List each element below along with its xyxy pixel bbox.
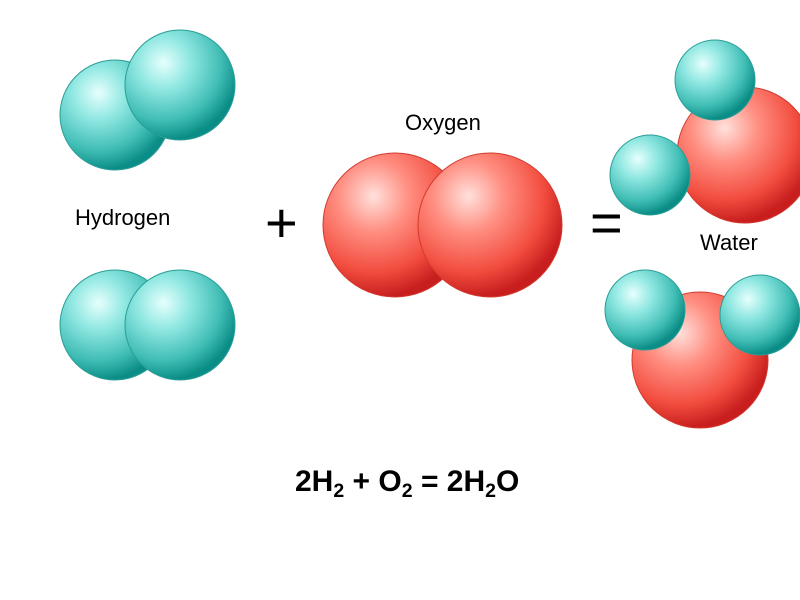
chemical-equation: 2H2 + O2 = 2H2O <box>295 465 519 503</box>
water-molecule-bottom <box>605 270 800 428</box>
equals-operator: = <box>590 190 623 255</box>
oxygen-label: Oxygen <box>405 110 481 136</box>
water-label: Water <box>700 230 758 256</box>
hydrogen-label: Hydrogen <box>75 205 170 231</box>
molecule-scene <box>0 0 800 600</box>
water-molecule-top <box>610 40 800 223</box>
oxygen-molecule <box>323 153 562 297</box>
hydrogen-molecule-top <box>60 30 235 170</box>
plus-operator: + <box>265 190 298 255</box>
hydrogen-molecule-bottom <box>60 270 235 380</box>
diagram-stage: Hydrogen Oxygen Water + = 2H2 + O2 = 2H2… <box>0 0 800 600</box>
